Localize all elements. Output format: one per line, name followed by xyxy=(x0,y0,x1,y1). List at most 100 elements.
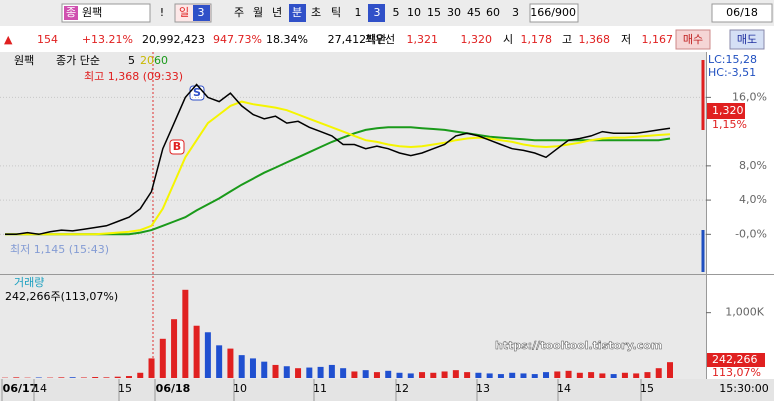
time-label: 15 xyxy=(118,382,132,395)
period-button[interactable]: 년 xyxy=(272,6,282,19)
sell-signal-icon: S xyxy=(193,86,201,99)
date-box[interactable] xyxy=(711,3,773,23)
volume-bar xyxy=(430,372,437,378)
last-volume: 242,266 xyxy=(712,353,758,366)
quote-low: 1,167 xyxy=(642,33,674,46)
volume-bar xyxy=(114,376,121,378)
minute-button[interactable]: 3 xyxy=(374,6,381,19)
buy-button-bg[interactable] xyxy=(675,29,711,50)
code-badge-bg xyxy=(64,6,78,20)
time-end: 15:30:00 xyxy=(719,382,768,395)
quote-buy[interactable]: 매수 xyxy=(683,33,703,46)
last-pct: 1,15% xyxy=(712,118,747,131)
volume-bar xyxy=(441,371,448,378)
volume-bar xyxy=(58,377,65,378)
volume-bar xyxy=(283,366,290,378)
volume-bar xyxy=(103,377,110,378)
volume-bar xyxy=(599,373,606,378)
ma-line xyxy=(5,100,671,236)
code-text: 원팩 xyxy=(82,6,102,19)
quote-amount: 27,412백만 xyxy=(328,33,387,46)
alert-button[interactable]: ! xyxy=(160,6,164,19)
quote-best-label: 최우선 xyxy=(365,33,395,46)
volume-bar xyxy=(272,364,279,378)
quote-sell[interactable]: 매도 xyxy=(737,33,757,46)
time-label: 12 xyxy=(395,382,409,395)
minute-button[interactable]: 5 xyxy=(393,6,400,19)
quote-change-pct: +13.21% xyxy=(82,33,133,46)
volume-bar xyxy=(644,372,651,378)
count-box xyxy=(529,3,579,23)
volume-bar xyxy=(407,373,414,378)
time-label: 11 xyxy=(313,382,327,395)
minute-active[interactable] xyxy=(368,4,385,22)
minute-button[interactable]: 15 xyxy=(427,6,441,19)
volume-bar xyxy=(610,374,617,378)
volume-bar xyxy=(385,370,392,378)
buy-signal xyxy=(169,139,185,155)
last-volume-pct: 113,07% xyxy=(712,366,761,379)
quote-open: 1,178 xyxy=(521,33,553,46)
y-tick-label: 16,0% xyxy=(732,90,767,103)
volume-bar xyxy=(464,372,471,378)
minute-unit-active[interactable] xyxy=(289,4,306,22)
period-button[interactable]: 월 xyxy=(253,6,263,19)
ma-line xyxy=(5,83,671,236)
period-button[interactable]: 초 xyxy=(311,6,321,19)
period-button[interactable]: 분 xyxy=(292,6,302,19)
volume-bar xyxy=(633,373,640,378)
y-tick-label: 4,0% xyxy=(739,193,767,206)
quote-change: 154 xyxy=(37,33,58,46)
volume-bar xyxy=(13,377,20,378)
volume-title: 거래량 xyxy=(14,276,44,289)
time-label: 15 xyxy=(640,382,654,395)
period-count-bg xyxy=(193,5,210,21)
time-label: 10 xyxy=(233,382,247,395)
y-tick-label: 8,0% xyxy=(739,159,767,172)
minute-button[interactable]: 45 xyxy=(467,6,481,19)
span-select[interactable]: 3 xyxy=(512,6,519,19)
last-price-box xyxy=(707,103,745,119)
legend-entry: 5 xyxy=(128,54,135,67)
high-note: 최고 1,368 (09:33) xyxy=(84,70,183,83)
volume-bar xyxy=(576,372,583,378)
volume-bar xyxy=(317,366,324,378)
minute-button[interactable]: 30 xyxy=(447,6,461,19)
period-button[interactable]: 틱 xyxy=(331,6,341,19)
legend-prefix: 종가 단순 xyxy=(56,54,100,67)
bar-count: 166/900 xyxy=(530,6,576,19)
sell-button-bg[interactable] xyxy=(729,29,765,50)
minute-button[interactable]: 60 xyxy=(486,6,500,19)
code-badge: 종 xyxy=(66,6,76,19)
quote-bg xyxy=(0,27,774,51)
volume-bar xyxy=(419,372,426,378)
quote-low-label: 저 xyxy=(621,33,631,46)
volume-bar xyxy=(125,376,132,378)
volume-bar xyxy=(295,368,302,378)
legend-entry: 60 xyxy=(154,54,168,67)
buy-signal-icon: B xyxy=(173,140,181,153)
price-panel xyxy=(0,52,706,274)
quote-high-label: 고 xyxy=(562,33,572,46)
time-axis-bg xyxy=(0,379,774,401)
volume-bar xyxy=(171,319,178,378)
time-label: 14 xyxy=(33,382,47,395)
minute-button[interactable]: 1 xyxy=(355,6,362,19)
volume-bar xyxy=(204,332,211,378)
volume-bar xyxy=(655,368,662,378)
volume-bar xyxy=(306,367,313,378)
last-volume-box xyxy=(707,353,765,367)
volume-bar xyxy=(667,362,673,378)
volume-bar xyxy=(362,370,369,378)
period[interactable]: 일 xyxy=(179,5,189,19)
volume-bar xyxy=(452,370,459,378)
code-input[interactable] xyxy=(61,3,151,23)
period-button[interactable]: 주 xyxy=(234,6,244,19)
volume-bar xyxy=(137,372,144,378)
quote-volume: 20,992,423 xyxy=(142,33,205,46)
minute-button[interactable]: 10 xyxy=(407,6,421,19)
volume-bar xyxy=(227,348,234,378)
volume-bar xyxy=(475,372,482,378)
volume-bar xyxy=(238,355,245,378)
